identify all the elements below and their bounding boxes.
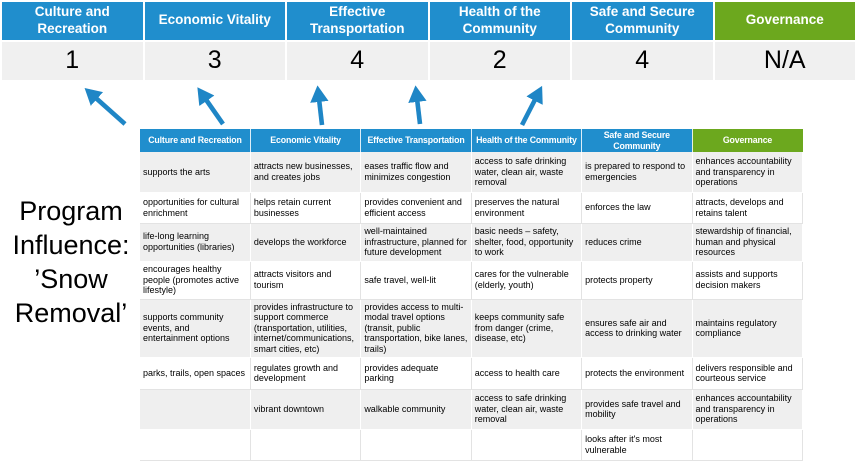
matrix-cell: provides convenient and efficient access [360, 192, 472, 224]
score-value-health-community: 2 [429, 41, 570, 80]
matrix-cell: attracts, develops and retains talent [692, 192, 804, 224]
matrix-cell: attracts new businesses, and creates job… [250, 152, 362, 193]
matrix-cell: provides infrastructure to support comme… [250, 299, 362, 358]
matrix-cell: assists and supports decision makers [692, 261, 804, 300]
matrix-cell: preserves the natural environment [471, 192, 583, 224]
matrix-cell: access to safe drinking water, clean air… [471, 389, 583, 430]
matrix-header-health-community: Health of the Community [471, 129, 583, 153]
matrix-header-economic-vitality: Economic Vitality [250, 129, 362, 153]
matrix-cell: life-long learning opportunities (librar… [140, 223, 251, 262]
score-value-row: 1 3 4 2 4 N/A [2, 41, 855, 80]
matrix-row-5: supports community events, and entertain… [140, 299, 804, 358]
matrix-cell [250, 429, 362, 461]
matrix-cell: supports the arts [140, 152, 251, 193]
matrix-cell [140, 429, 251, 461]
score-header-governance: Governance [714, 2, 855, 40]
matrix-cell: access to safe drinking water, clean air… [471, 152, 583, 193]
matrix-cell [360, 429, 472, 461]
title-line-1: Program [19, 196, 123, 226]
matrix-cell: keeps community safe from danger (crime,… [471, 299, 583, 358]
matrix-cell: safe travel, well-lit [360, 261, 472, 300]
arrow-effective-transportation [310, 85, 329, 126]
matrix-row-3: life-long learning opportunities (librar… [140, 223, 804, 262]
matrix-cell: well-maintained infrastructure, planned … [360, 223, 472, 262]
matrix-header-effective-transportation: Effective Transportation [360, 129, 472, 153]
score-summary-table: Culture and Recreation Economic Vitality… [0, 0, 857, 82]
matrix-cell: vibrant downtown [250, 389, 362, 430]
score-value-culture-recreation: 1 [2, 41, 143, 80]
title-line-2: Influence: [12, 230, 130, 260]
score-header-economic-vitality: Economic Vitality [144, 2, 285, 40]
score-header-row: Culture and Recreation Economic Vitality… [2, 2, 855, 40]
matrix-cell: opportunities for cultural enrichment [140, 192, 251, 224]
matrix-row-6: parks, trails, open spaces regulates gro… [140, 357, 804, 390]
matrix-cell: encourages healthy people (promotes acti… [140, 261, 251, 300]
matrix-row-7: vibrant downtown walkable community acce… [140, 389, 804, 430]
program-influence-title: Program Influence: ’Snow Removal’ [2, 194, 140, 330]
matrix-cell: looks after it's most vulnerable [581, 429, 693, 461]
matrix-cell: supports community events, and entertain… [140, 299, 251, 358]
score-header-health-community: Health of the Community [429, 2, 570, 40]
matrix-cell: provides access to multi-modal travel op… [360, 299, 472, 358]
matrix-cell: stewardship of financial, human and phys… [692, 223, 804, 262]
matrix-cell [140, 389, 251, 430]
influence-matrix-table: Culture and Recreation Economic Vitality… [140, 129, 804, 461]
matrix-cell: reduces crime [581, 223, 693, 262]
matrix-cell: basic needs – safety, shelter, food, opp… [471, 223, 583, 262]
matrix-cell [471, 429, 583, 461]
matrix-cell: walkable community [360, 389, 472, 430]
matrix-cell: regulates growth and development [250, 357, 362, 390]
arrow-health-community [408, 85, 427, 125]
matrix-cell: ensures safe air and access to drinking … [581, 299, 693, 358]
matrix-cell: maintains regulatory compliance [692, 299, 804, 358]
matrix-header-culture-recreation: Culture and Recreation [140, 129, 251, 153]
score-value-governance: N/A [714, 41, 855, 80]
arrow-economic-vitality [197, 87, 225, 126]
matrix-cell: enhances accountability and transparency… [692, 389, 804, 430]
matrix-cell: protects property [581, 261, 693, 300]
matrix-row-8: looks after it's most vulnerable [140, 429, 804, 461]
score-value-economic-vitality: 3 [144, 41, 285, 80]
score-header-culture-recreation: Culture and Recreation [2, 2, 143, 40]
matrix-cell: parks, trails, open spaces [140, 357, 251, 390]
matrix-cell: provides adequate parking [360, 357, 472, 390]
arrow-safe-secure-community [519, 85, 543, 127]
matrix-header-safe-secure-community: Safe and Secure Community [581, 129, 693, 153]
score-header-effective-transportation: Effective Transportation [287, 2, 428, 40]
title-line-4: Removal’ [14, 298, 128, 328]
matrix-cell: delivers responsible and courteous servi… [692, 357, 804, 390]
matrix-cell: provides safe travel and mobility [581, 389, 693, 430]
matrix-cell: attracts visitors and tourism [250, 261, 362, 300]
matrix-cell: protects the environment [581, 357, 693, 390]
matrix-row-1: supports the arts attracts new businesse… [140, 152, 804, 193]
matrix-row-2: opportunities for cultural enrichment he… [140, 192, 804, 224]
score-header-safe-secure-community: Safe and Secure Community [572, 2, 713, 40]
matrix-cell: develops the workforce [250, 223, 362, 262]
matrix-cell: enhances accountability and transparency… [692, 152, 804, 193]
matrix-cell: access to health care [471, 357, 583, 390]
matrix-cell: helps retain current businesses [250, 192, 362, 224]
matrix-cell: is prepared to respond to emergencies [581, 152, 693, 193]
score-value-effective-transportation: 4 [287, 41, 428, 80]
matrix-cell: enforces the law [581, 192, 693, 224]
matrix-cell: cares for the vulnerable (elderly, youth… [471, 261, 583, 300]
title-line-3: ’Snow [34, 264, 108, 294]
matrix-row-4: encourages healthy people (promotes acti… [140, 261, 804, 300]
matrix-header-governance: Governance [692, 129, 803, 153]
influence-arrows [84, 85, 543, 127]
matrix-header-row: Culture and Recreation Economic Vitality… [140, 129, 803, 153]
arrow-culture-recreation [84, 87, 127, 126]
score-value-safe-secure-community: 4 [572, 41, 713, 80]
matrix-cell: eases traffic flow and minimizes congest… [360, 152, 472, 193]
matrix-cell [692, 429, 804, 461]
